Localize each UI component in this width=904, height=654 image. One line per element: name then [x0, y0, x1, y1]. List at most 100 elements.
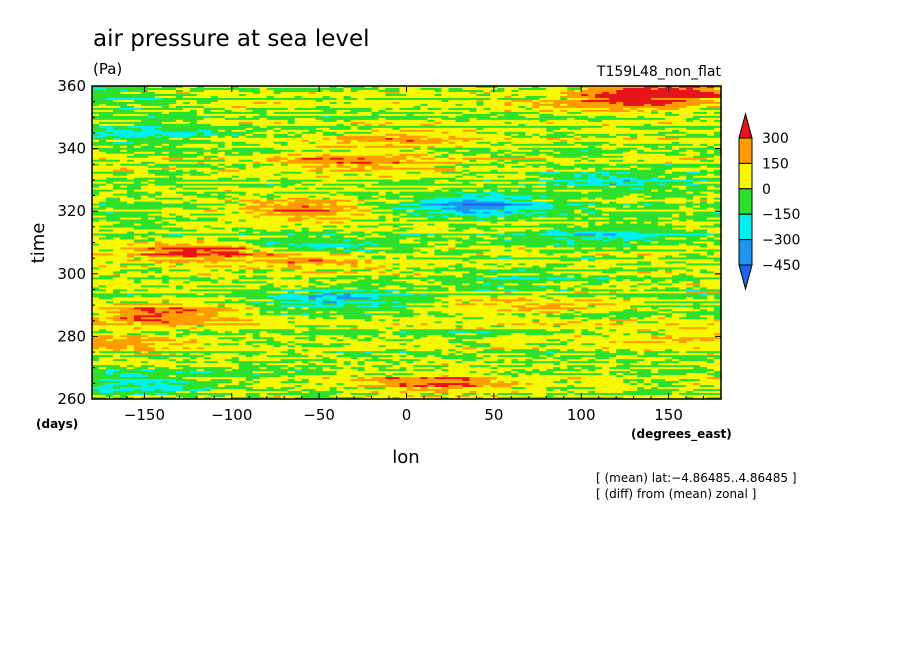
- heatmap-cell: [630, 95, 638, 99]
- heatmap-cell: [364, 109, 373, 113]
- heatmap-cell: [301, 109, 310, 113]
- heatmap-cell: [567, 105, 575, 109]
- heatmap-cell: [700, 103, 708, 107]
- heatmap-cell: [399, 101, 408, 105]
- heatmap-cell: [189, 111, 198, 115]
- heatmap-cell: [553, 86, 561, 89]
- heatmap-cell: [567, 111, 575, 115]
- heatmap-cell: [553, 97, 561, 101]
- heatmap-cell: [189, 97, 198, 101]
- heatmap-cell: [434, 105, 443, 109]
- heatmap-cell: [203, 109, 212, 113]
- heatmap-cell: [357, 107, 366, 111]
- heatmap-cell: [105, 105, 114, 109]
- heatmap-cell: [92, 105, 100, 109]
- heatmap-cell: [112, 89, 121, 93]
- heatmap-cell: [714, 97, 722, 101]
- heatmap-cell: [441, 109, 450, 113]
- heatmap-cell: [686, 107, 694, 111]
- heatmap-cell: [126, 101, 135, 105]
- heatmap-cell: [434, 109, 443, 113]
- heatmap-cell: [574, 86, 582, 89]
- heatmap-cell: [637, 107, 645, 111]
- heatmap-cell: [357, 87, 366, 91]
- heatmap-cell: [189, 101, 198, 105]
- heatmap-cell: [574, 87, 582, 91]
- heatmap-cell: [168, 95, 177, 99]
- heatmap-cell: [427, 97, 436, 101]
- heatmap-cell: [210, 97, 219, 101]
- heatmap-cell: [133, 105, 142, 109]
- heatmap-cell: [168, 105, 177, 109]
- heatmap-cell: [693, 86, 701, 89]
- heatmap-cell: [92, 103, 100, 107]
- heatmap-cell: [658, 97, 666, 101]
- heatmap-cell: [92, 89, 100, 93]
- heatmap-cell: [336, 97, 345, 101]
- heatmap-cell: [315, 91, 324, 95]
- heatmap-cell: [525, 101, 533, 105]
- heatmap-cell: [469, 107, 477, 111]
- heatmap-cell: [168, 97, 177, 101]
- heatmap-cell: [476, 93, 484, 97]
- heatmap-cell: [434, 86, 443, 89]
- heatmap-cell: [553, 105, 561, 109]
- heatmap-cell: [497, 93, 505, 97]
- heatmap-cell: [707, 111, 715, 115]
- heatmap-cell: [322, 107, 331, 111]
- heatmap-cell: [427, 103, 436, 107]
- heatmap-cell: [154, 109, 163, 113]
- heatmap-cell: [462, 95, 470, 99]
- heatmap-cell: [427, 101, 436, 105]
- heatmap-cell: [665, 97, 673, 101]
- heatmap-cell: [679, 111, 687, 115]
- heatmap-cell: [427, 109, 436, 113]
- heatmap-cell: [224, 91, 233, 95]
- chart-title: air pressure at sea level: [93, 26, 370, 52]
- heatmap-cell: [560, 86, 568, 89]
- heatmap-cell: [203, 101, 212, 105]
- heatmap-cell: [539, 95, 547, 99]
- heatmap-cell: [525, 86, 533, 89]
- heatmap-cell: [336, 91, 345, 95]
- heatmap-cell: [147, 105, 156, 109]
- heatmap-cell: [238, 86, 247, 89]
- heatmap-cell: [399, 95, 408, 99]
- heatmap-cell: [168, 93, 177, 97]
- heatmap-cell: [672, 87, 680, 91]
- heatmap-cell: [343, 111, 352, 115]
- heatmap-cell: [637, 95, 645, 99]
- heatmap-cell: [196, 109, 205, 113]
- heatmap-cell: [448, 87, 457, 91]
- heatmap-cell: [168, 113, 177, 117]
- heatmap-cell: [357, 99, 366, 103]
- heatmap-cell: [238, 99, 247, 103]
- heatmap-cell: [518, 87, 526, 91]
- heatmap-cell: [413, 86, 422, 89]
- heatmap-cell: [483, 87, 491, 91]
- heatmap-cell: [357, 103, 366, 107]
- heatmap-cell: [644, 93, 652, 97]
- heatmap-cell: [98, 87, 107, 91]
- heatmap-cell: [301, 93, 310, 97]
- heatmap-cell: [644, 86, 652, 89]
- heatmap-cell: [203, 97, 212, 101]
- heatmap-cell: [392, 91, 401, 95]
- heatmap-cell: [483, 109, 491, 113]
- heatmap-cell: [413, 103, 422, 107]
- heatmap-cell: [364, 99, 373, 103]
- heatmap-cell: [504, 107, 512, 111]
- heatmap-cell: [231, 109, 240, 113]
- heatmap-cell: [364, 86, 373, 89]
- heatmap-cell: [665, 103, 673, 107]
- heatmap-cell: [273, 86, 282, 89]
- heatmap-cell: [308, 93, 317, 97]
- heatmap-cell: [147, 93, 156, 97]
- heatmap-cell: [609, 103, 617, 107]
- heatmap-cell: [658, 87, 666, 91]
- heatmap-cell: [112, 109, 121, 113]
- heatmap-cell: [385, 93, 394, 97]
- heatmap-cell: [189, 105, 198, 109]
- heatmap-cell: [707, 91, 715, 95]
- heatmap-cell: [210, 113, 219, 117]
